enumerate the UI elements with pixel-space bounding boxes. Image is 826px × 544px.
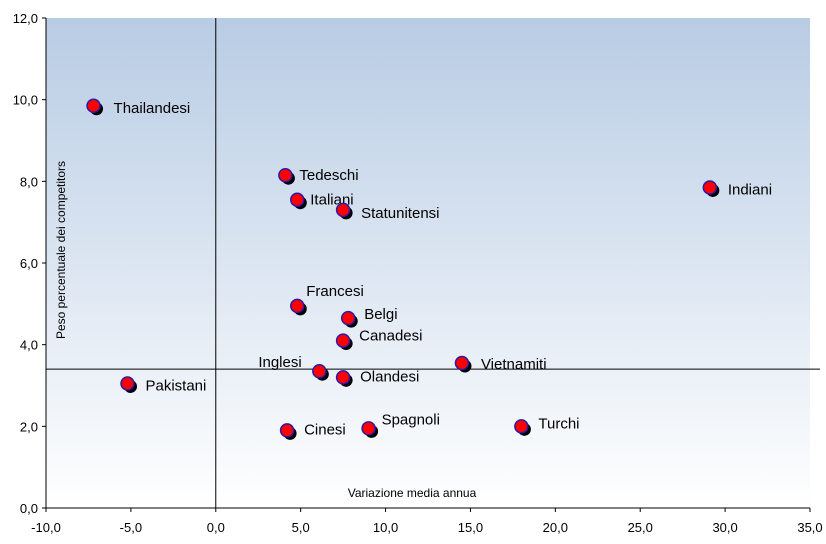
point-label-cinesi: Cinesi [304,421,346,438]
point-indiani [702,180,718,195]
y-tick-label: 12,0 [13,11,38,26]
point-label-canadesi: Canadesi [359,328,422,345]
point-italiani [290,192,305,207]
point-olandesi [335,370,351,385]
point-canadesi [335,333,351,348]
point-francesi [290,298,305,314]
x-tick-label: -5,0 [120,520,142,535]
x-tick-label: 0,0 [207,520,225,535]
x-tick-label: 20,0 [543,520,568,535]
x-tick-label: 30,0 [712,520,737,535]
x-tick-label: 35,0 [797,520,822,535]
point-label-spagnoli: Spagnoli [382,411,440,428]
y-tick-label: 2,0 [20,419,38,434]
y-axis-label: Peso percentuale dei competitors [54,161,68,339]
point-label-indiani: Indiani [728,181,772,198]
y-tick-label: 0,0 [20,501,38,516]
y-tick-label: 6,0 [20,256,38,271]
point-cinesi [279,423,295,438]
point-thailandesi [86,98,101,114]
x-axis-label: Variazione media annua [348,486,477,500]
y-tick-label: 10,0 [13,93,38,108]
x-tick-label: 5,0 [292,520,310,535]
x-tick-label: 25,0 [628,520,653,535]
point-vietnamiti [454,355,470,371]
point-label-statunitensi: Statunitensi [361,205,439,222]
point-label-olandesi: Olandesi [360,368,419,385]
point-label-inglesi: Inglesi [258,354,301,371]
point-turchi [514,419,529,434]
y-tick-label: 8,0 [20,174,38,189]
point-label-thailandesi: Thailandesi [114,100,191,117]
point-pakistani [120,376,135,391]
point-label-vietnamiti: Vietnamiti [481,356,547,373]
plot-area [46,18,810,508]
point-belgi [340,310,356,326]
point-label-pakistani: Pakistani [145,377,206,394]
point-tedeschi [278,167,293,183]
point-inglesi [312,363,327,379]
point-label-turchi: Turchi [538,415,579,432]
x-tick-label: -10,0 [31,520,61,535]
point-spagnoli [361,421,376,436]
x-tick-label: 15,0 [458,520,483,535]
point-label-tedeschi: Tedeschi [299,167,358,184]
point-label-francesi: Francesi [306,283,364,300]
point-label-belgi: Belgi [364,306,397,323]
point-statunitensi [335,202,351,218]
x-tick-label: 10,0 [373,520,398,535]
y-tick-label: 4,0 [20,338,38,353]
